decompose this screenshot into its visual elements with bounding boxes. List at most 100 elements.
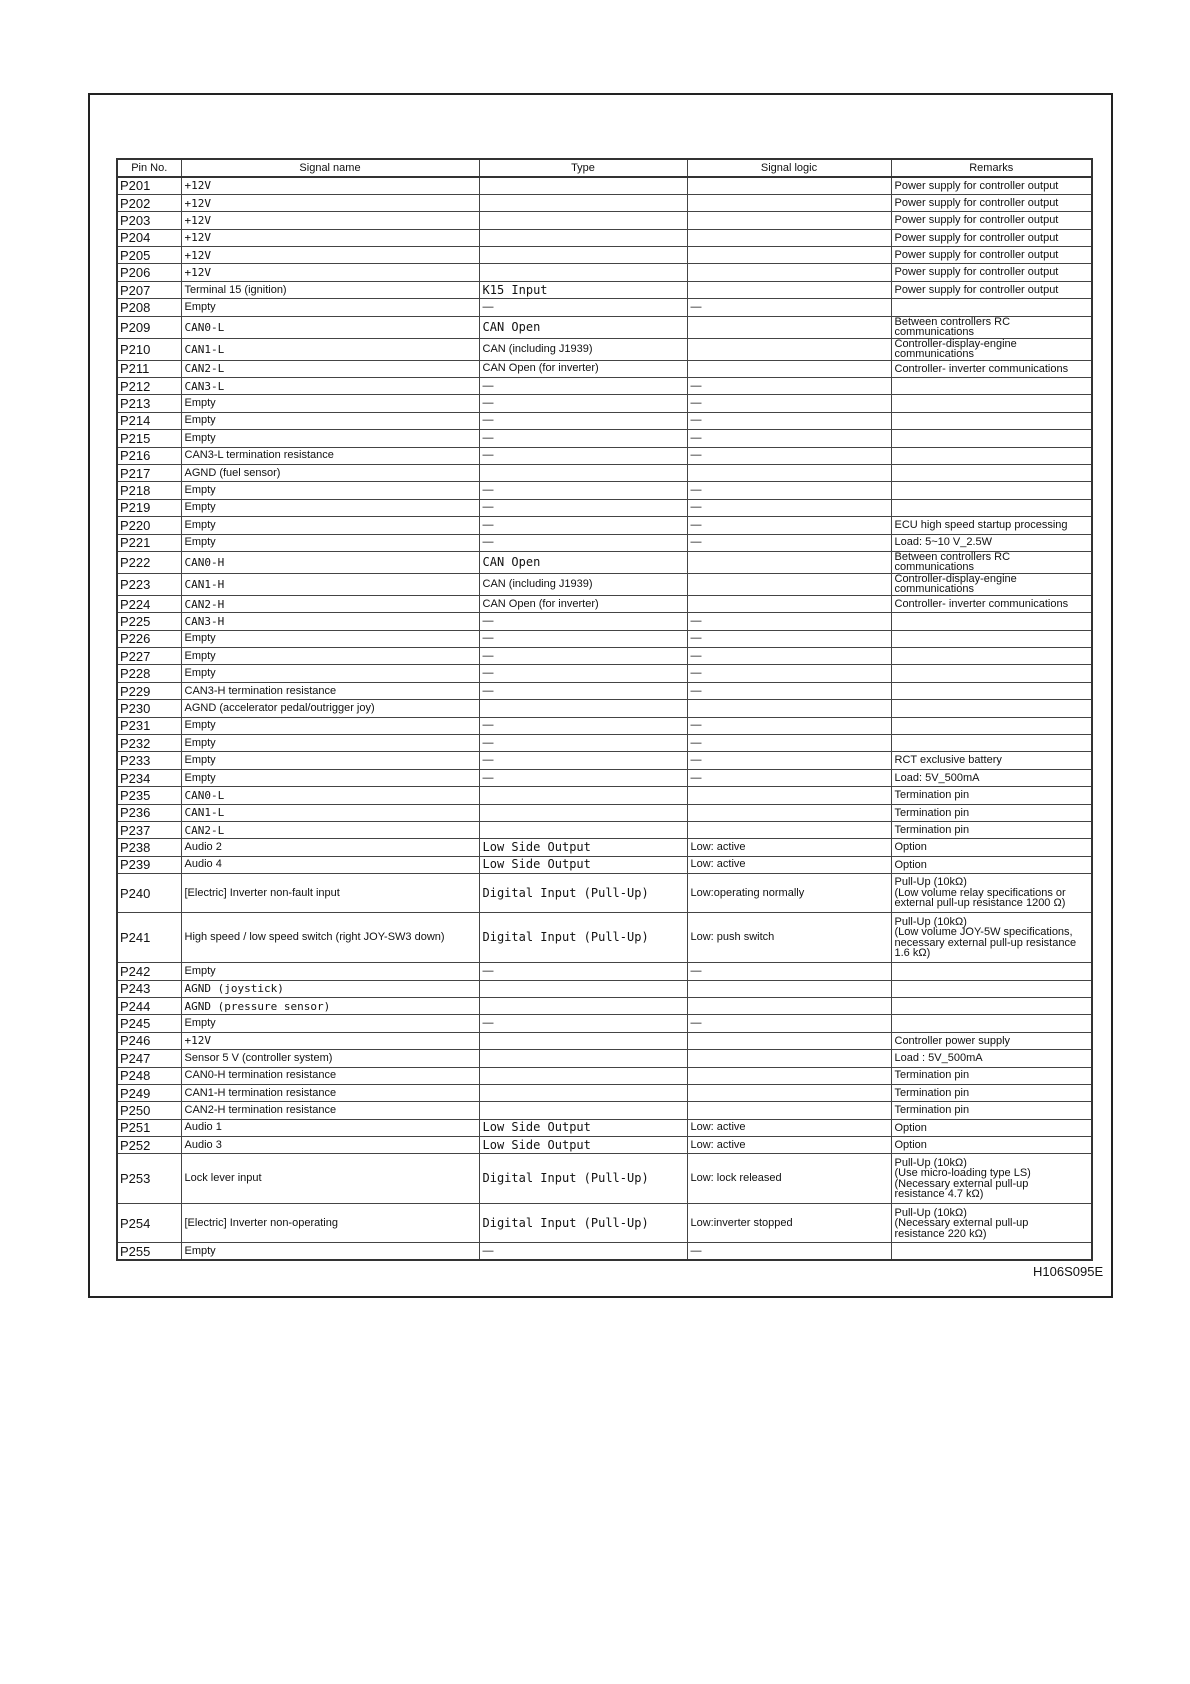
pin-cell: P205 [116,246,182,265]
pin-cell: P213 [116,394,182,413]
type-cell: — [478,681,688,701]
remarks-cell: RCT exclusive battery [890,751,1093,770]
pin-cell: P222 [116,550,182,574]
type-cell: CAN Open [478,315,688,339]
signal-logic-cell [686,1101,892,1120]
type-cell: CAN Open [478,550,688,574]
table-row: P228 Empty — — [116,664,1093,683]
remarks-cell [890,1014,1093,1033]
type-cell [478,996,688,1016]
type-cell: — [478,394,688,413]
remarks-cell: Option [890,838,1093,857]
remarks-cell: Between controllers RC communications [890,315,1093,339]
signal-logic-cell: Low: active [686,1136,892,1155]
table-row: P233 Empty — — RCT exclusive battery [116,751,1093,770]
header-signal-logic: Signal logic [686,158,892,178]
pin-cell: P220 [116,516,182,535]
signal-logic-cell: Low:inverter stopped [686,1203,892,1244]
signal-logic-cell: — [686,751,892,770]
pin-cell: P244 [116,996,182,1016]
table-row: P248 CAN0-H termination resistance Termina… [116,1066,1093,1085]
signal-logic-cell [686,594,892,614]
pin-cell: P236 [116,803,182,823]
remarks-cell: Pull-Up (10kΩ) (Low volume relay specifi… [890,873,1093,914]
signal-name-cell: Sensor 5 V (controller system) [180,1049,480,1068]
remarks-cell [890,734,1093,753]
signal-name-cell: CAN0-H [180,550,480,574]
table-row: P226 Empty — — [116,629,1093,649]
remarks-cell: Power supply for controller output [890,280,1093,300]
type-cell: — [478,411,688,431]
signal-name-cell: Empty [180,664,480,683]
pin-cell: P218 [116,481,182,500]
pin-cell: P243 [116,979,182,998]
table-row: P234 Empty — — Load: 5V_500mA [116,768,1093,788]
signal-name-cell: [Electric] Inverter non-fault input [180,873,480,914]
remarks-cell: Controller power supply [890,1031,1093,1051]
signal-name-cell: Empty [180,716,480,736]
signal-name-cell: Empty [180,1242,480,1261]
signal-logic-cell: — [686,1014,892,1033]
remarks-cell: Option [890,1136,1093,1155]
type-cell: — [478,629,688,649]
type-cell [478,979,688,998]
signal-logic-cell [686,572,892,596]
pin-cell: P215 [116,429,182,448]
pin-cell: P242 [116,962,182,981]
pin-cell: P207 [116,280,182,300]
signal-logic-cell [686,1031,892,1051]
type-cell: — [478,516,688,535]
remarks-cell [890,411,1093,431]
pin-cell: P254 [116,1203,182,1244]
type-cell: CAN Open (for inverter) [478,359,688,379]
signal-name-cell: Empty [180,298,480,317]
type-cell: Digital Input (Pull-Up) [478,1203,688,1244]
signal-name-cell: CAN1-L [180,803,480,823]
table-row: P207 Terminal 15 (ignition) K15 Input Power… [116,280,1093,300]
signal-logic-cell [686,280,892,300]
pin-cell: P202 [116,193,182,213]
pin-cell: P212 [116,377,182,396]
signal-logic-cell: — [686,533,892,552]
signal-logic-cell: — [686,481,892,500]
table-row: P238 Audio 2 Low Side Output Low: active Opt… [116,838,1093,857]
pin-cell: P208 [116,298,182,317]
pin-cell: P230 [116,699,182,718]
pin-cell: P250 [116,1101,182,1120]
signal-logic-cell: — [686,516,892,535]
type-cell: Low Side Output [478,855,688,875]
remarks-cell: Load : 5V_500mA [890,1049,1093,1068]
pin-cell: P227 [116,647,182,666]
table-row: P242 Empty — — [116,962,1093,981]
signal-name-cell: +12V [180,246,480,265]
remarks-cell [890,629,1093,649]
signal-logic-cell: — [686,498,892,518]
signal-logic-cell: Low: push switch [686,912,892,964]
pin-cell: P249 [116,1083,182,1103]
remarks-cell: Between controllers RC communications [890,550,1093,574]
table-row: P239 Audio 4 Low Side Output Low: active Opt… [116,855,1093,875]
type-cell: — [478,1014,688,1033]
pin-cell: P201 [116,176,182,195]
table-row: P216 CAN3-L termination resistance — — [116,446,1093,465]
table-row: P227 Empty — — [116,647,1093,666]
table-row: P211 CAN2-L CAN Open (for inverter) Control… [116,359,1093,379]
remarks-cell [890,996,1093,1016]
signal-logic-cell: — [686,377,892,396]
signal-logic-cell: Low: lock released [686,1153,892,1205]
signal-name-cell: CAN3-L [180,377,480,396]
pin-cell: P248 [116,1066,182,1085]
signal-logic-cell [686,550,892,574]
signal-logic-cell: — [686,411,892,431]
table-row: P212 CAN3-L — — [116,377,1093,396]
signal-name-cell: CAN3-L termination resistance [180,446,480,465]
table-row: P225 CAN3-H — — [116,612,1093,631]
remarks-cell [890,699,1093,718]
remarks-cell [890,962,1093,981]
remarks-cell [890,394,1093,413]
table-row: P219 Empty — — [116,498,1093,518]
table-row: P254 [Electric] Inverter non-operating Dig… [116,1203,1093,1244]
signal-logic-cell [686,1083,892,1103]
type-cell: Digital Input (Pull-Up) [478,912,688,964]
pin-cell: P204 [116,228,182,248]
